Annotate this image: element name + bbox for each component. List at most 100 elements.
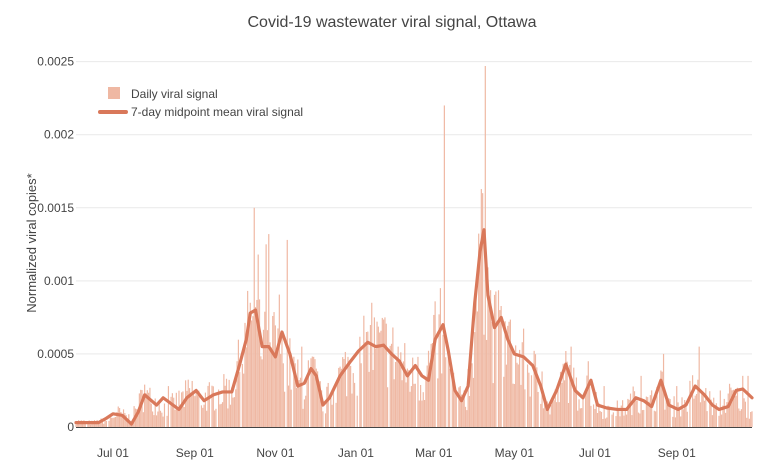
daily-bar [237,339,239,427]
daily-bar [248,314,250,427]
daily-bar [713,397,715,427]
daily-bar [665,397,667,427]
daily-bar [295,387,298,427]
daily-bar [522,328,525,427]
daily-bar [645,396,647,427]
daily-bar [265,244,267,427]
daily-bar [723,398,725,427]
daily-bar [464,406,467,427]
daily-bar [524,389,526,427]
daily-bar [266,330,269,427]
daily-bar [615,416,617,427]
daily-bar [359,336,361,427]
daily-bar [346,396,348,427]
daily-bar [375,348,377,427]
daily-bar [214,410,216,427]
daily-bar [451,373,453,427]
legend-label-line: 7-day midpoint mean viral signal [131,105,303,119]
daily-bar [97,423,100,427]
daily-bar [111,417,113,427]
daily-bar [651,390,653,427]
daily-bar [342,357,344,427]
daily-bar [578,399,580,427]
legend[interactable]: Daily viral signal 7-day midpoint mean v… [98,87,303,119]
daily-bar [512,383,514,427]
daily-bar [225,378,228,427]
daily-bar [118,407,121,427]
daily-bar [565,351,567,427]
x-tick-label: Jul 01 [579,446,611,460]
daily-bar [647,397,649,427]
daily-bar [474,332,476,427]
daily-bar [437,378,439,427]
daily-bar [479,244,481,427]
daily-bar [167,386,170,427]
daily-bar [677,402,679,427]
daily-bar [398,364,401,427]
daily-bar [280,353,282,427]
daily-bar [468,395,471,427]
daily-bar [261,359,263,427]
daily-bar [748,418,750,427]
daily-bar [736,387,739,427]
daily-bar [115,416,117,427]
daily-bar [89,424,92,427]
daily-bar [488,295,490,427]
daily-bar [379,332,381,427]
daily-bar [290,389,292,427]
daily-bar [204,392,206,427]
daily-bar [417,356,419,427]
daily-bar [747,375,749,427]
daily-bar [530,375,533,427]
daily-bar [546,401,548,427]
daily-bar [558,402,560,427]
daily-bar [632,386,634,427]
daily-bar [330,394,332,427]
daily-bar [387,387,389,427]
daily-bar [278,294,280,427]
daily-bar [732,389,735,427]
daily-bar [573,367,575,427]
daily-bar [668,398,670,427]
daily-bar [120,411,122,427]
daily-bar [212,386,214,427]
daily-bar [627,398,629,427]
daily-bar [604,418,607,427]
daily-bar [596,412,599,427]
daily-bar [701,393,703,427]
daily-bar [287,385,290,427]
daily-bar [743,398,745,427]
daily-bar [487,267,489,427]
daily-bar [231,387,233,427]
daily-bar [202,407,204,427]
daily-bar [274,325,276,427]
daily-bar [171,393,173,427]
daily-bar [356,395,358,427]
daily-bar [590,405,592,427]
mean-line [74,228,754,426]
daily-bar [95,422,97,427]
daily-bar [404,343,406,427]
daily-bar [186,390,188,427]
daily-bar [429,362,431,427]
daily-bar [661,371,663,427]
daily-bar [664,409,666,427]
daily-bar [702,393,704,427]
daily-bar [550,404,552,427]
daily-bar [276,349,278,427]
daily-bar [92,421,94,427]
daily-bar [628,399,630,427]
daily-bar [559,371,562,427]
daily-bar [402,361,405,427]
daily-bar [253,207,255,427]
daily-bar [570,346,572,427]
daily-bar [746,417,748,427]
daily-bar [575,377,577,427]
daily-bar [470,350,472,427]
daily-bar [674,417,677,427]
daily-bar [408,370,410,427]
daily-bar [598,403,600,427]
daily-bar [751,411,753,427]
daily-bar [314,359,316,427]
daily-bar [458,387,460,427]
